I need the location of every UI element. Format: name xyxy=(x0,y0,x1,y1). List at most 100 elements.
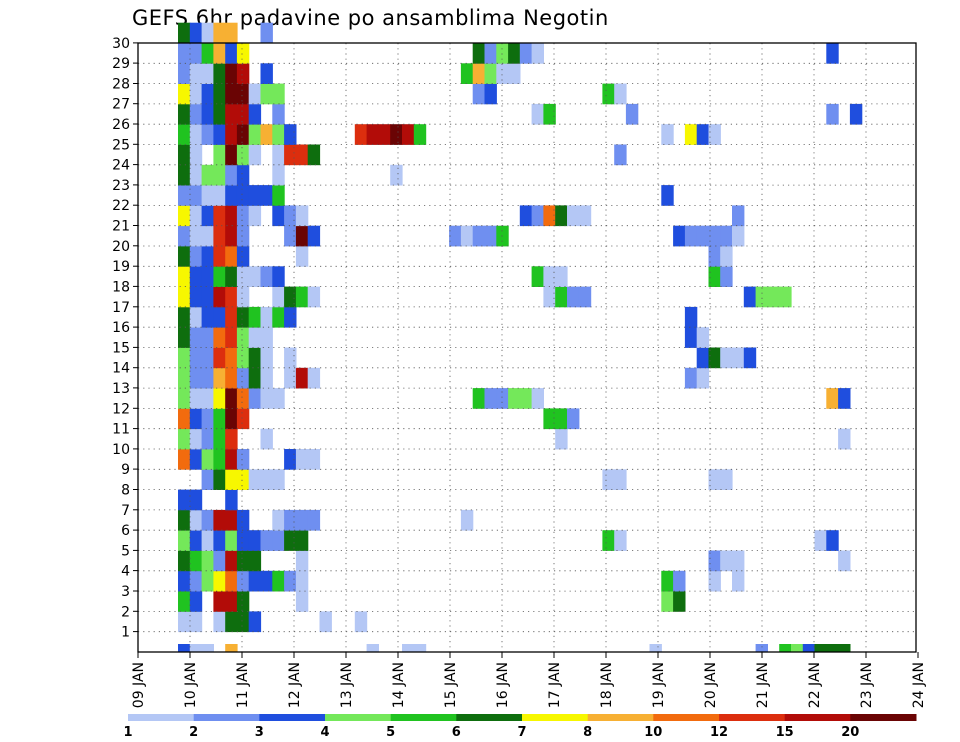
y-tick-label: 13 xyxy=(112,381,130,397)
x-tick-label: 11 JAN xyxy=(235,662,251,708)
heatmap-cell xyxy=(295,286,309,308)
colorbar-label: 6 xyxy=(452,725,461,740)
heatmap-cell xyxy=(213,266,226,287)
heatmap-cell xyxy=(260,185,273,206)
heatmap-cell xyxy=(484,43,497,64)
heatmap-cell xyxy=(236,509,250,531)
heatmap-cell xyxy=(272,469,285,490)
heatmap-cell xyxy=(201,469,214,490)
heatmap-cell xyxy=(684,306,698,328)
heatmap-cell xyxy=(225,83,238,105)
colorbar-swatch xyxy=(784,714,851,721)
heatmap-cell xyxy=(178,611,191,633)
heatmap-cell xyxy=(272,124,285,145)
heatmap-cell xyxy=(708,570,721,592)
heatmap-cell xyxy=(213,570,226,592)
heatmap-cell xyxy=(460,225,474,247)
heatmap-cell xyxy=(225,306,238,328)
heatmap-cell xyxy=(460,509,474,531)
heatmap-cell xyxy=(189,591,203,612)
heatmap-cell xyxy=(295,530,309,551)
heatmap-cell xyxy=(225,246,238,267)
colorbar-swatch xyxy=(390,714,457,721)
heatmap-cell xyxy=(225,347,238,369)
y-tick-label: 20 xyxy=(112,239,130,255)
x-tick-label: 17 JAN xyxy=(547,662,563,708)
heatmap-cell xyxy=(236,83,250,105)
heatmap-cell xyxy=(260,83,273,105)
heatmap-cell xyxy=(413,644,427,653)
heatmap-cell xyxy=(236,306,250,328)
heatmap-cell xyxy=(213,408,226,430)
heatmap-cells xyxy=(178,22,863,653)
heatmap-cell xyxy=(295,570,309,592)
heatmap-cell xyxy=(284,449,297,470)
x-tick-label: 15 JAN xyxy=(443,662,459,708)
heatmap-cell xyxy=(531,103,544,125)
y-tick-label: 14 xyxy=(112,361,130,377)
heatmap-cell xyxy=(248,205,262,227)
x-tick-label: 09 JAN xyxy=(131,662,147,708)
heatmap-cell xyxy=(201,509,214,531)
heatmap-cell xyxy=(484,225,497,247)
heatmap-cell xyxy=(178,185,191,206)
heatmap-cell xyxy=(295,509,309,531)
y-tick-label: 7 xyxy=(121,503,130,519)
heatmap-cell xyxy=(732,225,745,247)
heatmap-cell xyxy=(543,266,556,287)
heatmap-cell xyxy=(236,144,250,166)
heatmap-cell xyxy=(213,367,226,389)
heatmap-cell xyxy=(213,164,226,186)
y-tick-label: 1 xyxy=(121,625,130,641)
y-tick-label: 21 xyxy=(112,219,130,235)
heatmap-cell xyxy=(720,266,733,287)
heatmap-cell xyxy=(673,225,686,247)
heatmap-cell xyxy=(260,306,273,328)
heatmap-cell xyxy=(213,469,226,490)
heatmap-cell xyxy=(684,327,698,348)
heatmap-cell xyxy=(260,63,273,84)
heatmap-cell xyxy=(178,347,191,369)
heatmap-cell xyxy=(225,489,238,511)
heatmap-cell xyxy=(189,428,203,450)
heatmap-cell xyxy=(189,570,203,592)
heatmap-cell xyxy=(543,408,556,430)
heatmap-cell xyxy=(201,22,214,44)
heatmap-cell xyxy=(225,570,238,592)
heatmap-cell xyxy=(189,489,203,511)
heatmap-cell xyxy=(708,469,721,490)
heatmap-cell xyxy=(260,388,273,409)
heatmap-cell xyxy=(213,185,226,206)
heatmap-cell xyxy=(625,103,639,125)
heatmap-cell xyxy=(225,327,238,348)
heatmap-cell xyxy=(225,449,238,470)
heatmap-cell xyxy=(272,103,285,125)
colorbar-label: 4 xyxy=(320,725,329,740)
colorbar-swatch xyxy=(259,714,326,721)
y-tick-label: 25 xyxy=(112,137,130,153)
heatmap-cell xyxy=(354,611,368,633)
heatmap-cell xyxy=(272,144,285,166)
heatmap-cell xyxy=(189,367,203,389)
heatmap-cell xyxy=(484,83,497,105)
colorbar-swatch xyxy=(587,714,654,721)
heatmap-cell xyxy=(838,644,851,653)
colorbar: 1 2 3 4 5 6 7 8 10 12 15 20 xyxy=(123,714,917,740)
heatmap-cell xyxy=(248,469,262,490)
heatmap-cell xyxy=(307,367,321,389)
heatmap-cell xyxy=(213,103,226,125)
heatmap-cell xyxy=(755,286,768,308)
heatmap-cell xyxy=(248,124,262,145)
colorbar-label: 15 xyxy=(776,725,794,740)
heatmap-cell xyxy=(272,185,285,206)
heatmap-cell xyxy=(189,63,203,84)
x-tick-label: 13 JAN xyxy=(339,662,355,708)
heatmap-cell xyxy=(602,83,615,105)
heatmap-cell xyxy=(236,591,250,612)
heatmap-cell xyxy=(732,205,745,227)
heatmap-cell xyxy=(225,266,238,287)
heatmap-cell xyxy=(189,408,203,430)
heatmap-cell xyxy=(236,185,250,206)
heatmap-cell xyxy=(260,327,273,348)
colorbar-label: 12 xyxy=(710,725,728,740)
